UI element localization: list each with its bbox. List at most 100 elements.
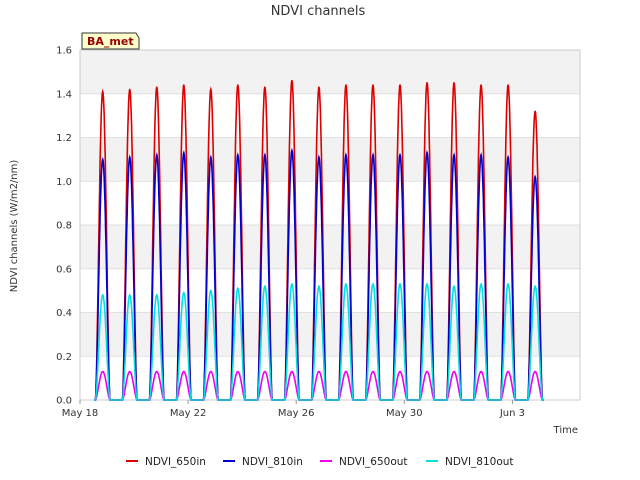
x-axis-ticks: May 18 May 22 May 26 May 30 Jun 3 bbox=[62, 400, 525, 419]
y-tick-label: 0.4 bbox=[56, 308, 72, 319]
data-point-NDVI_650in bbox=[182, 84, 185, 86]
data-point-NDVI_650in bbox=[399, 84, 401, 86]
data-point-NDVI_810out bbox=[480, 283, 482, 285]
y-tick-label: 1.0 bbox=[56, 177, 72, 188]
data-point-NDVI_810out bbox=[345, 283, 347, 285]
background-band bbox=[80, 137, 580, 182]
data-point-NDVI_810out bbox=[155, 294, 158, 296]
data-point-NDVI_650in bbox=[453, 82, 455, 84]
data-point-NDVI_810out bbox=[182, 292, 185, 294]
legend-item-NDVI_650in: NDVI_650in bbox=[126, 456, 206, 468]
data-point-NDVI_650out bbox=[264, 370, 266, 373]
background-band bbox=[80, 50, 580, 94]
data-point-NDVI_810out bbox=[372, 283, 374, 285]
data-point-NDVI_810out bbox=[534, 285, 536, 288]
y-tick-label: 1.2 bbox=[56, 133, 72, 144]
data-point-NDVI_810in bbox=[507, 156, 509, 158]
data-point-NDVI_650in bbox=[128, 88, 131, 91]
legend: NDVI_650in NDVI_810in NDVI_650out NDVI_810o… bbox=[126, 456, 514, 468]
data-point-NDVI_810out bbox=[237, 287, 239, 290]
site-badge: BA_met bbox=[81, 32, 140, 50]
y-axis-title: NDVI channels (W/m2/nm) bbox=[9, 160, 20, 293]
data-point-NDVI_650out bbox=[128, 370, 131, 373]
x-tick-label: May 22 bbox=[170, 408, 207, 419]
data-point-NDVI_650out bbox=[182, 370, 185, 373]
data-point-NDVI_810in bbox=[291, 149, 293, 152]
data-point-NDVI_650in bbox=[345, 84, 347, 86]
data-point-NDVI_650in bbox=[534, 110, 536, 113]
legend-label: NDVI_810out bbox=[445, 456, 514, 468]
data-point-NDVI_650out bbox=[372, 370, 374, 373]
data-point-NDVI_650in bbox=[372, 84, 374, 86]
data-point-NDVI_650in bbox=[507, 84, 509, 86]
y-tick-label: 1.6 bbox=[56, 46, 72, 57]
legend-label: NDVI_810in bbox=[242, 456, 303, 468]
data-point-NDVI_810in bbox=[210, 156, 212, 158]
data-point-NDVI_650out bbox=[507, 370, 509, 373]
x-tick-label: May 30 bbox=[386, 408, 423, 419]
data-point-NDVI_810in bbox=[182, 152, 185, 154]
background-band bbox=[80, 225, 580, 269]
data-point-NDVI_810out bbox=[101, 294, 104, 296]
data-point-NDVI_810out bbox=[318, 285, 320, 288]
data-point-NDVI_810in bbox=[318, 156, 320, 158]
y-tick-label: 1.4 bbox=[56, 89, 72, 100]
data-point-NDVI_810out bbox=[399, 283, 401, 285]
data-point-NDVI_650in bbox=[480, 84, 482, 86]
site-badge-label: BA_met bbox=[87, 35, 134, 48]
data-point-NDVI_810out bbox=[426, 283, 428, 285]
data-point-NDVI_650out bbox=[399, 370, 401, 373]
data-point-NDVI_810in bbox=[264, 154, 266, 156]
data-point-NDVI_810in bbox=[237, 154, 239, 156]
data-point-NDVI_810in bbox=[128, 156, 131, 158]
legend-item-NDVI_650out: NDVI_650out bbox=[320, 456, 408, 468]
data-point-NDVI_650out bbox=[291, 370, 293, 373]
y-tick-label: 0.2 bbox=[56, 352, 72, 363]
data-point-NDVI_650out bbox=[426, 370, 428, 373]
data-point-NDVI_650in bbox=[155, 86, 158, 88]
chart-title: NDVI channels bbox=[271, 4, 366, 19]
data-point-NDVI_650in bbox=[291, 79, 293, 82]
data-point-NDVI_650in bbox=[101, 90, 104, 93]
y-tick-label: 0.0 bbox=[56, 396, 72, 407]
data-point-NDVI_810in bbox=[372, 154, 374, 156]
data-point-NDVI_650out bbox=[210, 370, 212, 373]
data-point-NDVI_650in bbox=[264, 86, 266, 88]
x-tick-label: May 26 bbox=[278, 408, 315, 419]
y-tick-label: 0.6 bbox=[56, 264, 72, 275]
series-layer bbox=[94, 79, 544, 401]
data-point-NDVI_650out bbox=[345, 370, 347, 373]
data-point-NDVI_810in bbox=[345, 154, 347, 156]
data-point-NDVI_810in bbox=[453, 154, 455, 156]
x-tick-label: May 18 bbox=[62, 408, 99, 419]
data-point-NDVI_650out bbox=[480, 370, 482, 373]
data-point-NDVI_810in bbox=[101, 158, 104, 161]
data-point-NDVI_810out bbox=[128, 294, 131, 296]
data-point-NDVI_810in bbox=[426, 152, 428, 154]
data-point-NDVI_810out bbox=[291, 283, 293, 285]
y-axis-ticks: 0.0 0.2 0.4 0.6 0.8 1.0 1.2 1.4 1.6 bbox=[56, 46, 72, 407]
data-point-NDVI_810out bbox=[507, 283, 509, 285]
y-tick-label: 0.8 bbox=[56, 221, 72, 232]
legend-label: NDVI_650in bbox=[145, 456, 206, 468]
data-point-NDVI_650out bbox=[101, 370, 104, 373]
data-point-NDVI_810out bbox=[453, 285, 455, 288]
data-point-NDVI_810in bbox=[534, 176, 536, 178]
data-point-NDVI_650out bbox=[155, 370, 158, 373]
data-point-NDVI_650out bbox=[237, 370, 239, 373]
data-point-NDVI_650in bbox=[237, 84, 239, 86]
data-point-NDVI_810in bbox=[155, 154, 158, 156]
legend-label: NDVI_650out bbox=[339, 456, 408, 468]
data-point-NDVI_810in bbox=[480, 154, 482, 156]
data-point-NDVI_650in bbox=[318, 86, 320, 88]
background-bands bbox=[80, 50, 580, 357]
x-tick-label: Jun 3 bbox=[499, 408, 525, 419]
legend-item-NDVI_810out: NDVI_810out bbox=[426, 456, 514, 468]
data-point-NDVI_810out bbox=[264, 285, 266, 288]
data-point-NDVI_650out bbox=[534, 370, 536, 373]
data-point-NDVI_650out bbox=[453, 370, 455, 373]
data-point-NDVI_650out bbox=[318, 370, 320, 373]
data-point-NDVI_810out bbox=[210, 289, 212, 292]
x-axis-title: Time bbox=[553, 425, 578, 436]
